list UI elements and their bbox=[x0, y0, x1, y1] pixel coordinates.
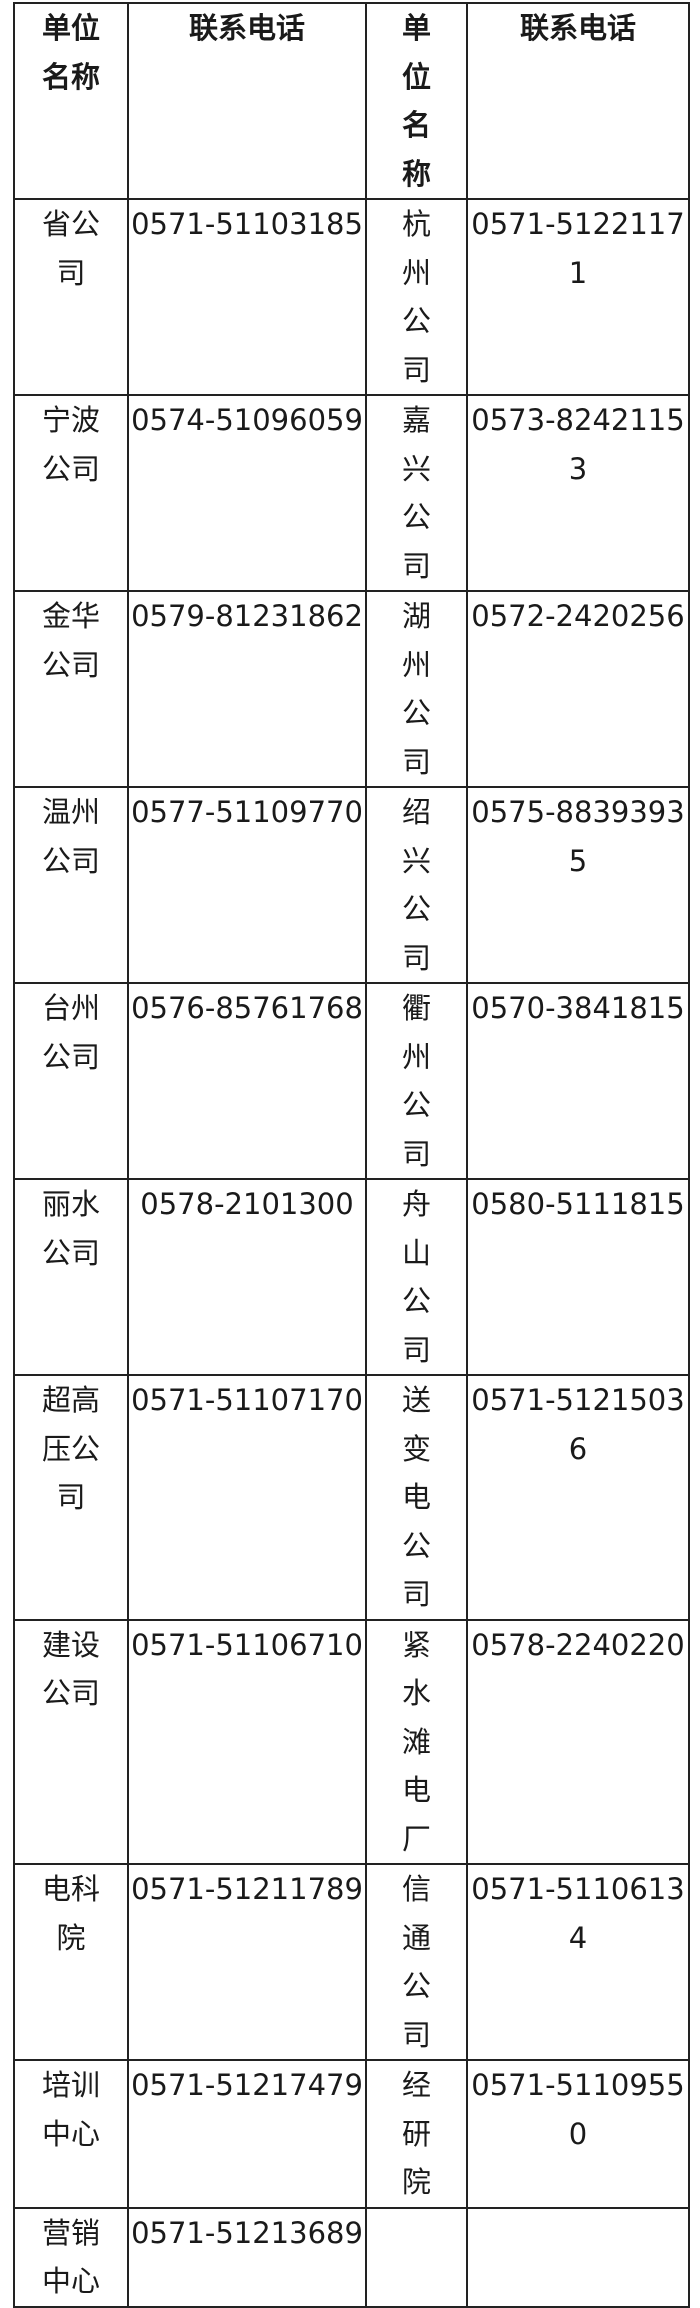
phone-cell: 0579-81231862 bbox=[127, 590, 367, 788]
phone-cell: 0571-51103185 bbox=[127, 198, 367, 396]
phone-cell: 0572-2420256 bbox=[466, 590, 690, 788]
unit-name-cell: 绍兴公司 bbox=[365, 786, 468, 984]
unit-name-cell: 温州公司 bbox=[13, 786, 129, 984]
table-row: 台州公司 0576-85761768 衢州公司 0570-3841815 bbox=[13, 982, 690, 1180]
phone-cell: 0571-51109550 bbox=[466, 2059, 690, 2209]
table-row: 温州公司 0577-51109770 绍兴公司 0575-88393935 bbox=[13, 786, 690, 984]
phone-cell: 0576-85761768 bbox=[127, 982, 367, 1180]
table-row: 营销中心 0571-51213689 bbox=[13, 2206, 690, 2308]
phone-cell: 0571-51215036 bbox=[466, 1374, 690, 1621]
phone-cell: 0580-5111815 bbox=[466, 1178, 690, 1376]
phone-cell: 0571-51106134 bbox=[466, 1863, 690, 2061]
unit-name-cell: 杭州公司 bbox=[365, 198, 468, 396]
unit-name-cell: 送变电公司 bbox=[365, 1374, 468, 1621]
header-phone: 联系电话 bbox=[466, 2, 690, 200]
phone-cell: 0570-3841815 bbox=[466, 982, 690, 1180]
header-unit-name: 单位名称 bbox=[365, 2, 468, 200]
table-row: 丽水公司 0578-2101300 舟山公司 0580-5111815 bbox=[13, 1178, 690, 1376]
unit-name-cell: 台州公司 bbox=[13, 982, 129, 1180]
table-row: 培训中心 0571-51217479 经研院 0571-51109550 bbox=[13, 2059, 690, 2209]
phone-cell bbox=[466, 2206, 690, 2308]
unit-name-cell: 信通公司 bbox=[365, 1863, 468, 2061]
unit-name-cell: 超高压公司 bbox=[13, 1374, 129, 1621]
table-row: 电科院 0571-51211789 信通公司 0571-51106134 bbox=[13, 1863, 690, 2061]
contact-table: 单位名称 联系电话 单位名称 联系电话 省公司 0571-51103185 杭州公司… bbox=[13, 2, 690, 2308]
phone-cell: 0571-51221171 bbox=[466, 198, 690, 396]
phone-cell: 0574-51096059 bbox=[127, 394, 367, 592]
unit-name-cell: 建设公司 bbox=[13, 1618, 129, 1865]
unit-name-cell: 舟山公司 bbox=[365, 1178, 468, 1376]
unit-name-cell: 电科院 bbox=[13, 1863, 129, 2061]
unit-name-cell bbox=[365, 2206, 468, 2308]
header-row: 单位名称 联系电话 单位名称 联系电话 bbox=[13, 2, 690, 200]
phone-cell: 0571-51107170 bbox=[127, 1374, 367, 1621]
unit-name-cell: 湖州公司 bbox=[365, 590, 468, 788]
unit-name-cell: 丽水公司 bbox=[13, 1178, 129, 1376]
phone-cell: 0578-2101300 bbox=[127, 1178, 367, 1376]
phone-cell: 0571-51217479 bbox=[127, 2059, 367, 2209]
phone-cell: 0571-51211789 bbox=[127, 1863, 367, 2061]
phone-cell: 0575-88393935 bbox=[466, 786, 690, 984]
unit-name-cell: 宁波公司 bbox=[13, 394, 129, 592]
unit-name-cell: 营销中心 bbox=[13, 2206, 129, 2308]
phone-cell: 0571-51106710 bbox=[127, 1618, 367, 1865]
unit-name-cell: 金华公司 bbox=[13, 590, 129, 788]
table-row: 省公司 0571-51103185 杭州公司 0571-51221171 bbox=[13, 198, 690, 396]
header-unit-name: 单位名称 bbox=[13, 2, 129, 200]
phone-cell: 0571-51213689 bbox=[127, 2206, 367, 2308]
unit-name-cell: 嘉兴公司 bbox=[365, 394, 468, 592]
unit-name-cell: 紧水滩电厂 bbox=[365, 1618, 468, 1865]
unit-name-cell: 经研院 bbox=[365, 2059, 468, 2209]
table-row: 金华公司 0579-81231862 湖州公司 0572-2420256 bbox=[13, 590, 690, 788]
table-row: 超高压公司 0571-51107170 送变电公司 0571-51215036 bbox=[13, 1374, 690, 1621]
header-phone: 联系电话 bbox=[127, 2, 367, 200]
unit-name-cell: 衢州公司 bbox=[365, 982, 468, 1180]
phone-cell: 0577-51109770 bbox=[127, 786, 367, 984]
table-row: 宁波公司 0574-51096059 嘉兴公司 0573-82421153 bbox=[13, 394, 690, 592]
unit-name-cell: 省公司 bbox=[13, 198, 129, 396]
unit-name-cell: 培训中心 bbox=[13, 2059, 129, 2209]
phone-cell: 0578-2240220 bbox=[466, 1618, 690, 1865]
table-row: 建设公司 0571-51106710 紧水滩电厂 0578-2240220 bbox=[13, 1618, 690, 1865]
phone-cell: 0573-82421153 bbox=[466, 394, 690, 592]
